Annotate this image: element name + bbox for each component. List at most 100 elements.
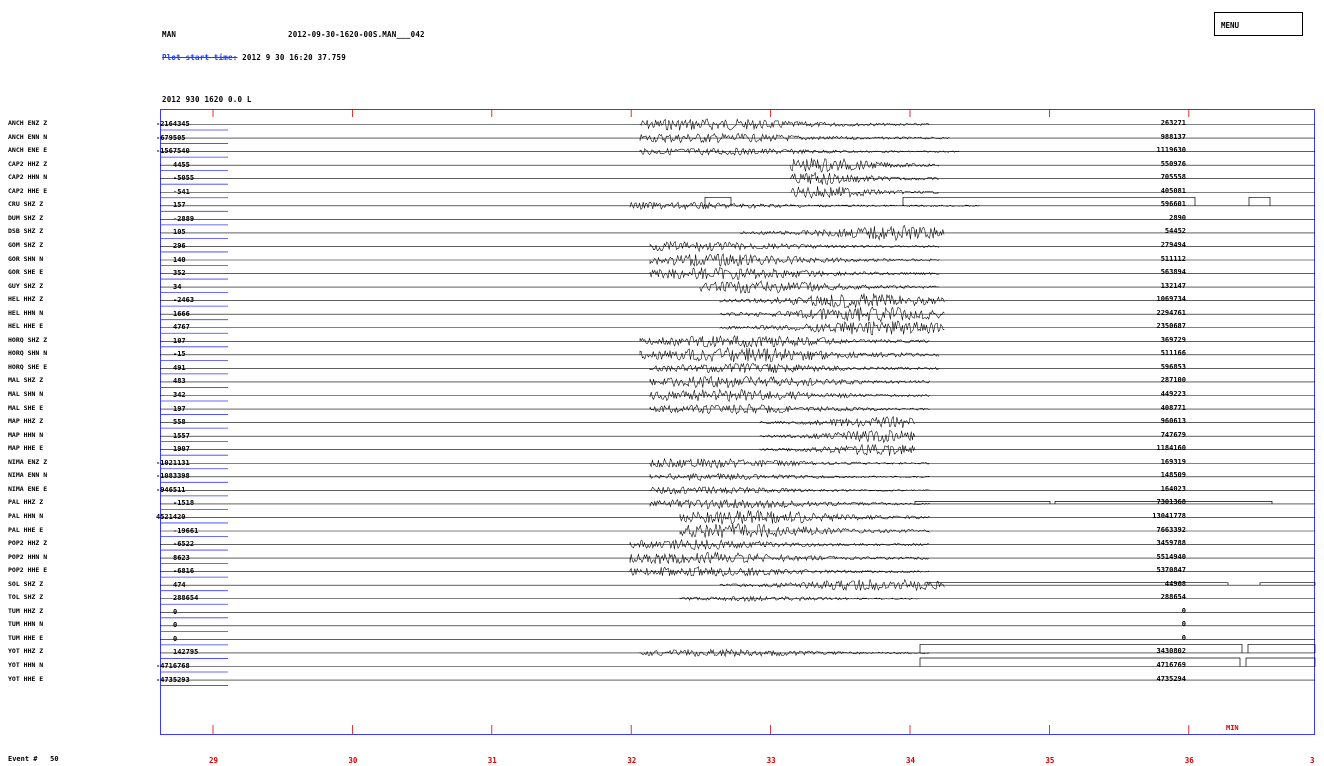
left-amplitude: -5055 (173, 174, 195, 183)
channel-name: ANCH ENN N (8, 132, 48, 141)
left-amplitude: -6522 (173, 540, 195, 549)
waveform (639, 132, 950, 144)
waveform (639, 346, 940, 363)
left-amplitude: 474 (173, 580, 186, 589)
plot-start-time: Plot start time: 2012 9 30 16:20 37.759 (162, 53, 346, 62)
channel-name: POP2 HHN N (8, 552, 48, 561)
right-amplitude: 132147 (1160, 281, 1186, 290)
channel-name: GUY SHZ Z (8, 281, 44, 290)
minute-label: 36 (1184, 756, 1194, 765)
channel-name: POP2 HHZ Z (8, 539, 48, 548)
right-amplitude: 4735294 (1156, 674, 1186, 683)
channel-name: MAP HHZ Z (8, 417, 44, 426)
left-amplitude: -541 (173, 187, 190, 196)
right-amplitude: 54452 (1164, 227, 1186, 236)
left-amplitude: -19661 (173, 526, 199, 535)
step-trace (1245, 657, 1316, 667)
left-amplitude: -679505 (156, 133, 186, 142)
waveform (649, 457, 930, 469)
waveform (679, 509, 930, 525)
right-amplitude: 563894 (1160, 268, 1186, 277)
left-amplitude: 107 (173, 336, 186, 345)
right-amplitude: 148509 (1160, 471, 1186, 480)
waveform (629, 201, 980, 211)
event-value: 50 (50, 755, 59, 763)
minute-label: 29 (209, 756, 219, 765)
right-amplitude: 0 (1181, 606, 1186, 615)
channel-name: HEL HHE E (8, 322, 44, 331)
plot-subtitle: 2012 930 1620 0.0 L (162, 95, 252, 104)
menu-label: MENU (1221, 21, 1240, 30)
channel-name: HORQ SHE E (8, 362, 48, 371)
step-trace (914, 501, 1051, 504)
waveform (649, 253, 940, 267)
right-amplitude: 405081 (1160, 186, 1186, 195)
right-amplitude: 960613 (1160, 417, 1186, 426)
minute-label: 34 (906, 756, 916, 765)
left-amplitude: 8623 (173, 553, 190, 562)
channel-name: TUM HHZ Z (8, 606, 44, 615)
channel-name: PAL HHE E (8, 525, 44, 534)
right-amplitude: 596853 (1160, 362, 1186, 371)
left-amplitude: 1907 (173, 445, 190, 454)
waveform (649, 388, 930, 402)
channel-name: NIMA ENE E (8, 484, 48, 493)
left-amplitude: -15 (173, 350, 186, 359)
left-amplitude: -1021131 (156, 458, 190, 467)
left-amplitude: 0 (173, 621, 178, 630)
channel-name: SOL SHZ Z (8, 579, 44, 588)
minute-label: 3 (1310, 756, 1315, 765)
waveform (649, 472, 930, 481)
step-trace (919, 644, 1243, 653)
waveform (629, 538, 929, 550)
channel-name: NIMA ENZ Z (8, 457, 48, 466)
left-amplitude: 142795 (173, 648, 199, 657)
right-amplitude: 5514940 (1156, 552, 1186, 561)
waveform (649, 267, 940, 280)
right-amplitude: 5370847 (1156, 566, 1186, 575)
right-amplitude: 2350687 (1156, 322, 1186, 331)
waveform (649, 362, 940, 373)
min-label[interactable]: MIN (1226, 724, 1239, 732)
channel-name: TUM HHN N (8, 620, 44, 629)
right-amplitude: 369729 (1160, 335, 1186, 344)
plot-start-value: 2012 9 30 16:20 37.759 (242, 53, 346, 62)
channel-name: GOM SHZ Z (8, 240, 44, 249)
channel-name: CAP2 HHE E (8, 186, 48, 195)
event-number: Event # 50 (8, 755, 59, 763)
minute-label: 33 (766, 756, 776, 765)
left-amplitude: 0 (173, 607, 178, 616)
channel-name: CAP2 HHN N (8, 173, 48, 182)
right-amplitude: 3459788 (1156, 539, 1186, 548)
channel-name: MAL SHZ Z (8, 376, 44, 385)
right-amplitude: 511166 (1160, 349, 1186, 358)
channel-name: PAL HHZ Z (8, 498, 44, 507)
channel-name: HEL HHZ Z (8, 295, 44, 304)
right-amplitude: 169319 (1160, 457, 1186, 466)
waveform (719, 293, 945, 309)
right-amplitude: 988137 (1160, 132, 1186, 141)
channel-name: HEL HHN N (8, 308, 44, 317)
channel-name: MAL SHN N (8, 390, 44, 398)
left-amplitude: -1518 (173, 499, 195, 508)
menu-button[interactable]: MENU (1214, 12, 1303, 36)
right-amplitude: 408771 (1160, 403, 1186, 412)
step-trace (1259, 582, 1316, 586)
left-amplitude: 105 (173, 228, 186, 237)
right-amplitude: 13041778 (1152, 511, 1186, 520)
trace-frame[interactable] (160, 109, 1315, 735)
right-amplitude: 550976 (1160, 159, 1186, 168)
waveform (649, 375, 930, 389)
waveform (679, 523, 930, 538)
channel-name: CAP2 HHZ Z (8, 159, 48, 168)
waveform (649, 486, 930, 495)
right-amplitude: 3430802 (1156, 647, 1186, 656)
channel-name: MAP HHE E (8, 444, 44, 453)
right-amplitude: 44908 (1164, 579, 1186, 588)
waveform (649, 498, 930, 510)
channel-name: HORQ SHN N (8, 349, 48, 358)
step-trace (902, 196, 1196, 206)
left-amplitude: 296 (173, 241, 186, 250)
channel-name: YOT HHZ Z (8, 647, 44, 656)
